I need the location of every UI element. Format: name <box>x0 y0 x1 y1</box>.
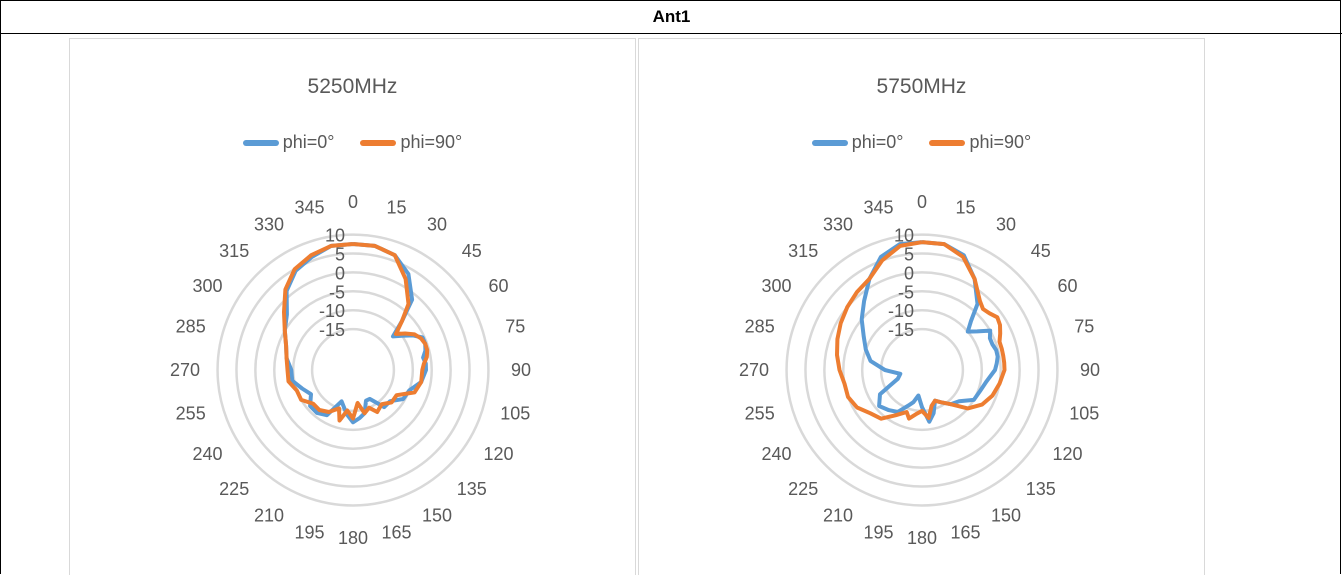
angle-tick-label: 150 <box>422 506 452 526</box>
angle-tick-label: 270 <box>739 360 769 380</box>
grid-ring <box>273 290 433 450</box>
angle-tick-label: 285 <box>176 317 206 337</box>
angle-tick-label: 135 <box>457 479 487 499</box>
angle-tick-label: 330 <box>823 215 853 235</box>
chart-legend: phi=0° phi=90° <box>639 132 1204 153</box>
legend-swatch-phi90 <box>360 139 397 146</box>
table-header-title: Ant1 <box>1 1 1342 34</box>
angle-tick-label: 105 <box>500 404 530 424</box>
angle-tick-label: 210 <box>254 506 284 526</box>
angle-tick-label: 225 <box>219 479 249 499</box>
grid-ring <box>310 327 396 413</box>
legend-label: phi=0° <box>282 132 335 152</box>
chart-title: 5250MHz <box>307 75 398 98</box>
grid-ring <box>823 271 1021 469</box>
radial-tick-label: 0 <box>335 263 345 283</box>
grid-ring <box>860 308 984 432</box>
radial-tick-label: 5 <box>335 244 345 264</box>
angle-tick-label: 45 <box>462 241 482 261</box>
radial-tick-label: -15 <box>888 320 914 340</box>
angle-tick-label: 270 <box>170 360 200 380</box>
radial-tick-label: 10 <box>894 226 914 246</box>
angle-tick-label: 345 <box>294 198 324 218</box>
chart-panel-5250: 5250MHz phi=0° phi=90° -15 -10 -5 0 5 10 0 15 30… <box>69 38 636 575</box>
angle-tick-label: 180 <box>338 528 368 548</box>
grid-ring <box>235 252 471 488</box>
legend-label: phi=90° <box>400 132 463 152</box>
angle-tick-label: 120 <box>1052 444 1082 464</box>
legend-label: phi=0° <box>851 132 904 152</box>
angle-tick-label: 120 <box>483 444 513 464</box>
angle-tick-label: 225 <box>788 479 818 499</box>
chart-legend: phi=0° phi=90° <box>70 132 635 153</box>
angle-tick-label: 60 <box>488 276 508 296</box>
legend-item-phi0: phi=0° <box>242 132 335 153</box>
angle-tick-label: 90 <box>1080 360 1100 380</box>
radial-tick-label: -5 <box>329 282 345 302</box>
radial-tick-label: 10 <box>325 226 345 246</box>
radial-tick-label: 0 <box>904 263 914 283</box>
angle-tick-label: 165 <box>950 522 980 542</box>
angle-tick-label: 135 <box>1026 479 1056 499</box>
grid-ring <box>879 327 965 413</box>
chart-panel-5750: 5750MHz phi=0° phi=90° -15 -10 -5 0 5 10 0 15 30… <box>638 38 1205 575</box>
angle-tick-label: 60 <box>1057 276 1077 296</box>
legend-label: phi=90° <box>969 132 1032 152</box>
legend-item-phi90: phi=90° <box>929 132 1031 153</box>
series-line <box>282 242 430 423</box>
grid-ring <box>842 290 1002 450</box>
angle-tick-label: 0 <box>917 192 927 212</box>
legend-item-phi90: phi=90° <box>360 132 462 153</box>
legend-swatch-phi90 <box>929 139 966 146</box>
angle-tick-label: 285 <box>745 317 775 337</box>
angle-tick-label: 240 <box>192 444 222 464</box>
angle-tick-label: 345 <box>863 198 893 218</box>
series-line <box>859 240 1000 424</box>
grid-ring <box>804 252 1040 488</box>
series-line <box>835 240 1007 421</box>
angle-tick-label: 195 <box>294 522 324 542</box>
radial-tick-label: -10 <box>888 301 914 321</box>
angle-tick-label: 240 <box>761 444 791 464</box>
angle-tick-label: 75 <box>1074 317 1094 337</box>
angle-tick-label: 165 <box>381 522 411 542</box>
legend-item-phi0: phi=0° <box>811 132 904 153</box>
angle-tick-label: 195 <box>863 522 893 542</box>
angle-tick-label: 210 <box>823 506 853 526</box>
angle-tick-label: 255 <box>176 404 206 424</box>
angle-tick-label: 75 <box>505 317 525 337</box>
grid-ring <box>216 233 490 507</box>
angle-tick-label: 30 <box>427 215 447 235</box>
angle-tick-label: 150 <box>991 506 1021 526</box>
angle-tick-label: 315 <box>219 241 249 261</box>
radial-tick-label: 5 <box>904 244 914 264</box>
angle-tick-label: 315 <box>788 241 818 261</box>
angle-tick-label: 300 <box>761 276 791 296</box>
radial-tick-label: -15 <box>319 320 345 340</box>
angle-tick-label: 45 <box>1031 241 1051 261</box>
angle-tick-label: 90 <box>511 360 531 380</box>
angle-tick-label: 300 <box>192 276 222 296</box>
angle-tick-label: 15 <box>386 198 406 218</box>
angle-tick-label: 30 <box>996 215 1016 235</box>
angle-tick-label: 180 <box>907 528 937 548</box>
legend-swatch-phi0 <box>242 139 279 146</box>
grid-ring <box>785 233 1059 507</box>
radial-tick-label: -5 <box>898 282 914 302</box>
angle-tick-label: 255 <box>745 404 775 424</box>
angle-tick-label: 15 <box>955 198 975 218</box>
chart-title: 5750MHz <box>876 75 967 98</box>
radial-tick-label: -10 <box>319 301 345 321</box>
grid-ring <box>254 271 452 469</box>
angle-tick-label: 330 <box>254 215 284 235</box>
legend-swatch-phi0 <box>811 139 848 146</box>
angle-tick-label: 105 <box>1069 404 1099 424</box>
angle-tick-label: 0 <box>348 192 358 212</box>
